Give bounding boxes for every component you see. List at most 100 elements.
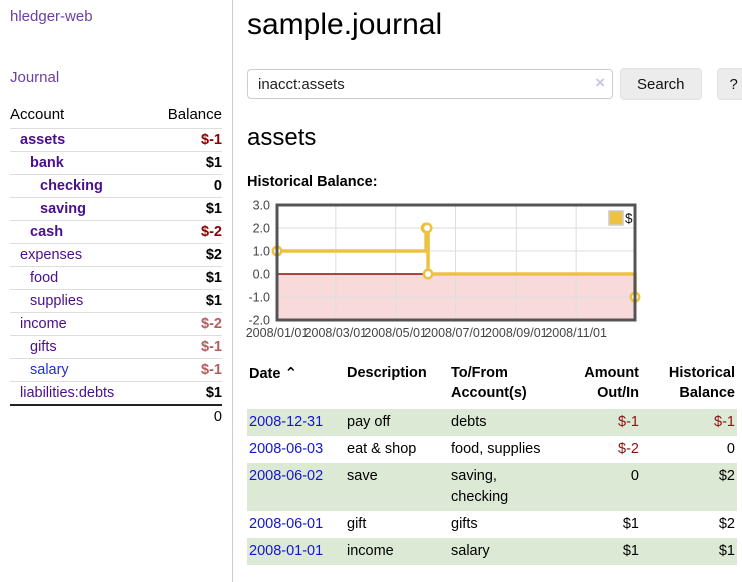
svg-text:2008/05/01: 2008/05/01: [364, 326, 427, 340]
account-row: checking 0: [10, 174, 222, 198]
transaction-amount: $1: [622, 516, 639, 533]
account-link-expenses[interactable]: expenses: [20, 247, 83, 263]
search-button[interactable]: Search: [620, 68, 702, 100]
transaction-date-link[interactable]: 2008-01-01: [249, 543, 324, 560]
account-balance: $-2: [201, 224, 222, 240]
transaction-description: gift: [347, 516, 367, 533]
help-button[interactable]: ?: [716, 68, 742, 100]
account-link-supplies[interactable]: supplies: [30, 293, 84, 309]
historical-balance-chart[interactable]: 3.0 2.0 1.0 0.0 -1.0 -2.0 2008/01/01 2008/03/01…: [246, 199, 649, 350]
account-balance: $1: [205, 155, 222, 171]
account-balance: $1: [205, 201, 222, 217]
account-link-bank[interactable]: bank: [30, 155, 64, 171]
account-balance: $-2: [201, 316, 222, 332]
account-row: saving $1: [10, 197, 222, 221]
register-header-description: Description: [347, 365, 427, 381]
transaction-balance: $-1: [714, 414, 735, 431]
account-link-checking[interactable]: checking: [40, 178, 103, 194]
transaction-accounts: gifts: [451, 516, 478, 533]
account-link-liabilities-debts[interactable]: liabilities:debts: [20, 385, 115, 401]
register-row: 2008-06-02 save saving, checking 0 $2: [247, 463, 737, 512]
svg-text:2008/09/01: 2008/09/01: [485, 326, 548, 340]
register-header-amount: Amount Out/In: [584, 365, 639, 401]
account-row: assets $-1: [10, 128, 222, 152]
accounts-table: Account Balance assets $-1 bank $1 check…: [10, 103, 222, 428]
sidebar: hledger-web Journal Account Balance asse…: [0, 0, 233, 582]
svg-text:2008/03/01: 2008/03/01: [305, 326, 368, 340]
account-link-gifts[interactable]: gifts: [30, 339, 57, 355]
transaction-amount: 0: [630, 468, 639, 485]
svg-text:0.0: 0.0: [253, 268, 270, 282]
transaction-date-link[interactable]: 2008-06-03: [249, 441, 324, 458]
accounts-header-balance: Balance: [167, 106, 222, 123]
account-balance: $-1: [201, 132, 222, 148]
brand-link[interactable]: hledger-web: [10, 8, 93, 25]
accounts-total-row: 0: [10, 405, 222, 428]
transaction-description: eat & shop: [347, 441, 417, 458]
transaction-description: pay off: [347, 414, 391, 431]
svg-text:2008/07/01: 2008/07/01: [424, 326, 487, 340]
transaction-amount: $-1: [618, 414, 639, 431]
register-header-date[interactable]: Date ⌃: [249, 365, 298, 382]
register-header-accounts: To/From Account(s): [451, 365, 527, 401]
svg-text:$: $: [625, 211, 633, 226]
account-link-assets[interactable]: assets: [20, 132, 66, 148]
transaction-accounts: salary: [451, 543, 490, 560]
svg-text:-1.0: -1.0: [248, 291, 270, 305]
transaction-accounts: debts: [451, 414, 487, 431]
transaction-accounts: food, supplies: [451, 441, 541, 458]
account-balance: $2: [205, 247, 222, 263]
transaction-balance: 0: [726, 441, 735, 458]
account-row: salary $-1: [10, 358, 222, 382]
svg-text:2.0: 2.0: [253, 222, 270, 236]
register-row: 2008-06-03 eat & shop food, supplies $-2…: [247, 436, 737, 463]
svg-text:1.0: 1.0: [253, 245, 270, 259]
sort-ascending-icon: ⌃: [284, 365, 298, 382]
account-row: liabilities:debts $1: [10, 381, 222, 406]
clear-search-icon[interactable]: ×: [595, 73, 605, 92]
account-balance: $1: [205, 270, 222, 286]
transaction-date-link[interactable]: 2008-06-02: [249, 468, 324, 485]
account-balance: $1: [205, 293, 222, 309]
transaction-accounts: saving, checking: [451, 468, 509, 506]
svg-text:3.0: 3.0: [253, 199, 270, 213]
account-row: supplies $1: [10, 289, 222, 313]
transaction-balance: $2: [718, 468, 735, 485]
search-input[interactable]: [247, 69, 613, 99]
chart-title: Historical Balance:: [247, 174, 378, 190]
account-row: expenses $2: [10, 243, 222, 267]
account-balance: $1: [205, 385, 222, 401]
search-box: ×: [247, 69, 613, 99]
register-table: Date ⌃ Description To/From Account(s) Amo…: [247, 362, 737, 566]
register-row: 2008-06-01 gift gifts $1 $2: [247, 511, 737, 538]
search-form: × Search ?: [247, 68, 742, 100]
transaction-balance: $1: [718, 543, 735, 560]
register-header-balance: Historical Balance: [668, 365, 735, 401]
account-balance: $-1: [201, 362, 222, 378]
sidebar-item-journal[interactable]: Journal: [10, 69, 60, 86]
main-content: sample.journal × Search ? assets Histori…: [233, 0, 742, 582]
svg-text:2008/11/01: 2008/11/01: [545, 326, 607, 340]
svg-text:2008/01/01: 2008/01/01: [246, 326, 309, 340]
register-row: 2008-01-01 income salary $1 $1: [247, 538, 737, 566]
accounts-header-account: Account: [10, 106, 65, 123]
account-link-food[interactable]: food: [30, 270, 59, 286]
account-row: income $-2: [10, 312, 222, 336]
svg-text:-2.0: -2.0: [248, 314, 270, 328]
account-link-cash[interactable]: cash: [30, 224, 64, 240]
transaction-description: save: [347, 468, 378, 485]
transaction-amount: $-2: [618, 441, 639, 458]
account-heading: assets: [247, 124, 317, 151]
account-link-salary[interactable]: salary: [30, 362, 69, 378]
transaction-description: income: [347, 543, 394, 560]
transaction-amount: $1: [622, 543, 639, 560]
transaction-date-link[interactable]: 2008-12-31: [249, 414, 324, 431]
account-link-saving[interactable]: saving: [40, 201, 86, 217]
account-balance: 0: [213, 178, 222, 194]
account-row: food $1: [10, 266, 222, 290]
account-row: gifts $-1: [10, 335, 222, 359]
accounts-total-value: 0: [213, 409, 222, 425]
account-link-income[interactable]: income: [20, 316, 67, 332]
transaction-date-link[interactable]: 2008-06-01: [249, 516, 324, 533]
